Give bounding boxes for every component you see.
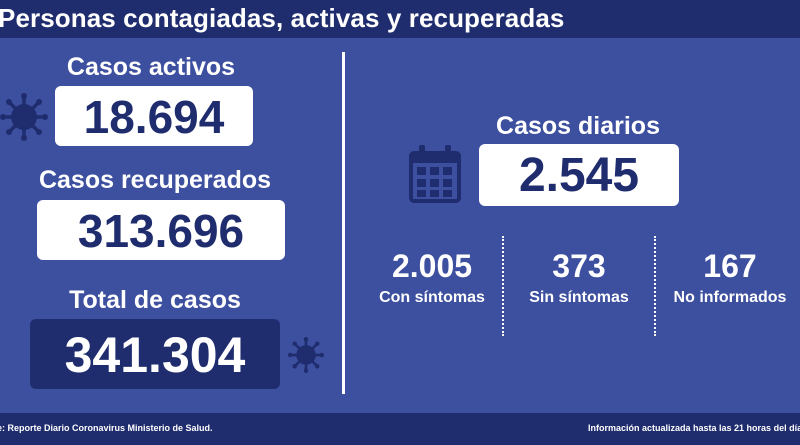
no-informados-label: No informados	[673, 289, 787, 306]
footer-bar: te: Reporte Diario Coronavirus Ministeri…	[0, 413, 800, 445]
column-divider	[342, 52, 345, 394]
con-sintomas-value: 2.005	[391, 248, 473, 284]
dotted-divider	[502, 236, 504, 336]
activos-value: 18.694	[55, 86, 253, 146]
virus-icon	[288, 337, 324, 373]
update-note: Información actualizada hasta las 21 hor…	[588, 423, 800, 433]
recuperados-label: Casos recuperados	[38, 166, 272, 194]
no-informados-value: 167	[703, 248, 757, 284]
dotted-divider	[654, 236, 656, 336]
page-title: Personas contagiadas, activas y recupera…	[0, 3, 565, 33]
sin-sintomas-label: Sin síntomas	[529, 289, 629, 306]
activos-label: Casos activos	[66, 53, 236, 81]
con-sintomas-label: Con síntomas	[379, 289, 485, 306]
diarios-label: Casos diarios	[496, 112, 660, 140]
source-note: te: Reporte Diario Coronavirus Ministeri…	[0, 423, 213, 433]
header-bar: Personas contagiadas, activas y recupera…	[0, 0, 800, 38]
recuperados-value: 313.696	[37, 200, 285, 260]
diarios-value: 2.545	[479, 144, 679, 206]
sin-sintomas-value: 373	[552, 248, 606, 284]
calendar-icon	[409, 145, 461, 203]
total-value: 341.304	[30, 319, 280, 389]
virus-icon	[0, 93, 48, 141]
total-label: Total de casos	[69, 286, 241, 314]
